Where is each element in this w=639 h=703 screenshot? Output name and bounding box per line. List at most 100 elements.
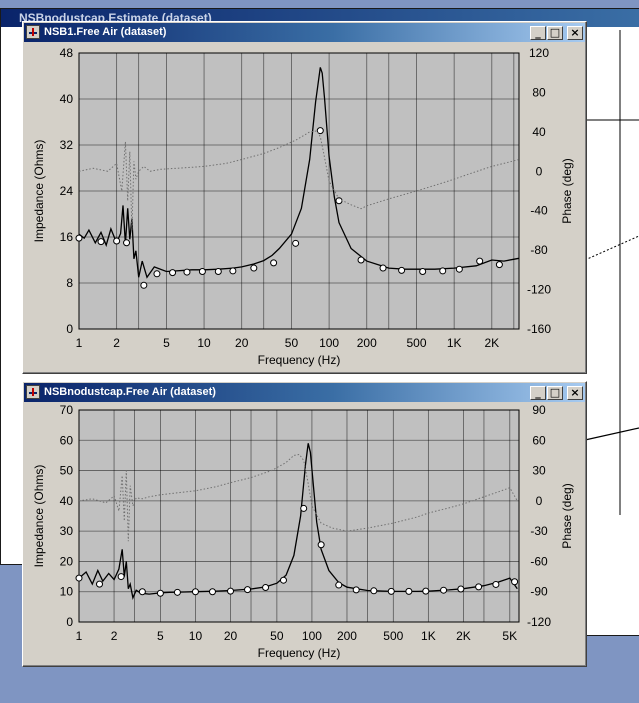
y-left-tick-label: 0 bbox=[66, 615, 73, 629]
data-marker bbox=[279, 576, 287, 584]
x-tick-label: 2K bbox=[456, 629, 471, 643]
close-button[interactable]: × bbox=[567, 26, 583, 40]
y-right-tick-label: -120 bbox=[527, 615, 551, 629]
data-marker bbox=[379, 264, 387, 272]
data-marker bbox=[292, 239, 300, 247]
y-left-tick-label: 50 bbox=[60, 464, 74, 478]
data-marker bbox=[173, 588, 181, 596]
data-marker bbox=[495, 261, 503, 269]
x-axis-label: Frequency (Hz) bbox=[258, 646, 341, 660]
y-left-tick-label: 0 bbox=[66, 322, 73, 336]
maximize-button[interactable]: □ bbox=[547, 26, 563, 40]
window-title: NSBnodustcap.Free Air (dataset) bbox=[44, 386, 216, 398]
x-axis-label: Frequency (Hz) bbox=[258, 353, 341, 367]
impedance-chart: 1 2 5 10 20 50 100 200 500 1K 2K 5K 0 10 20 30 40 50 60 70 -… bbox=[32, 403, 574, 660]
x-tick-label: 500 bbox=[406, 336, 426, 350]
data-marker bbox=[250, 264, 258, 272]
x-tick-label: 200 bbox=[337, 629, 357, 643]
x-tick-label: 2K bbox=[484, 336, 499, 350]
data-marker bbox=[140, 281, 148, 289]
y-left-tick-label: 16 bbox=[60, 230, 74, 244]
y-left-tick-label: 40 bbox=[60, 92, 74, 106]
impedance-curve bbox=[78, 443, 518, 600]
minimize-button[interactable]: _ bbox=[530, 386, 546, 400]
minimize-button[interactable]: _ bbox=[530, 26, 546, 40]
y-left-tick-label: 30 bbox=[60, 524, 74, 538]
y-right-tick-label: 90 bbox=[532, 403, 546, 417]
y-right-tick-label: -40 bbox=[530, 204, 548, 218]
plot-area bbox=[78, 409, 520, 623]
phase-curve bbox=[78, 453, 518, 542]
x-tick-label: 5 bbox=[157, 629, 164, 643]
data-marker bbox=[96, 580, 104, 588]
data-marker bbox=[138, 588, 146, 596]
data-marker bbox=[300, 504, 308, 512]
data-marker bbox=[191, 588, 199, 596]
y-left-tick-label: 40 bbox=[60, 494, 74, 508]
data-marker bbox=[357, 256, 365, 264]
data-marker bbox=[352, 586, 360, 594]
impedance-window-nsbnodustcap[interactable]: NSBnodustcap.Free Air (dataset) _ □ × 1 2… bbox=[22, 381, 587, 667]
data-marker bbox=[387, 587, 395, 595]
data-marker bbox=[227, 587, 235, 595]
phase-curve bbox=[78, 130, 520, 231]
y-right-tick-label: -80 bbox=[530, 243, 548, 257]
y-right-tick-label: 30 bbox=[532, 464, 546, 478]
x-tick-label: 50 bbox=[285, 336, 299, 350]
app-icon[interactable] bbox=[26, 25, 40, 39]
x-tick-label: 5K bbox=[502, 629, 517, 643]
x-tick-label: 50 bbox=[270, 629, 284, 643]
close-button[interactable]: × bbox=[567, 386, 583, 400]
data-marker bbox=[475, 583, 483, 591]
data-marker bbox=[208, 588, 216, 596]
data-marker bbox=[457, 585, 465, 593]
y-left-tick-label: 60 bbox=[60, 433, 74, 447]
data-marker bbox=[335, 581, 343, 589]
window-title: NSB1.Free Air (dataset) bbox=[44, 26, 167, 38]
data-marker bbox=[370, 587, 378, 595]
y-left-tick-label: 70 bbox=[60, 403, 74, 417]
data-marker bbox=[439, 267, 447, 275]
title-bar[interactable]: NSB1.Free Air (dataset) _ □ × bbox=[24, 23, 585, 42]
x-tick-label: 2 bbox=[111, 629, 118, 643]
data-marker bbox=[153, 270, 161, 278]
data-marker bbox=[229, 267, 237, 275]
data-marker bbox=[97, 238, 105, 246]
data-marker bbox=[75, 574, 83, 582]
data-marker bbox=[405, 587, 413, 595]
app-icon[interactable] bbox=[26, 385, 40, 399]
impedance-window-nsb1[interactable]: NSB1.Free Air (dataset) _ □ × 1 2 5 10 20 50 1… bbox=[22, 21, 587, 374]
x-tick-label: 100 bbox=[302, 629, 322, 643]
x-tick-label: 10 bbox=[189, 629, 203, 643]
data-marker bbox=[440, 586, 448, 594]
data-marker bbox=[262, 583, 270, 591]
maximize-button[interactable]: □ bbox=[547, 386, 563, 400]
y-right-tick-label: 60 bbox=[532, 433, 546, 447]
x-tick-label: 100 bbox=[319, 336, 339, 350]
data-marker bbox=[316, 127, 324, 135]
data-marker bbox=[317, 541, 325, 549]
x-tick-label: 5 bbox=[163, 336, 170, 350]
data-marker bbox=[123, 239, 131, 247]
y-left-tick-label: 8 bbox=[66, 276, 73, 290]
y-left-tick-label: 24 bbox=[60, 184, 74, 198]
y-right-tick-label: 40 bbox=[532, 125, 546, 139]
y-left-tick-label: 48 bbox=[60, 46, 74, 60]
y-right-tick-label: -60 bbox=[530, 554, 548, 568]
y-right-tick-label: 0 bbox=[536, 494, 543, 508]
title-bar[interactable]: NSBnodustcap.Free Air (dataset) _ □ × bbox=[24, 383, 585, 402]
data-marker bbox=[492, 580, 500, 588]
data-marker bbox=[198, 268, 206, 275]
y-right-tick-label: 80 bbox=[532, 85, 546, 99]
data-marker bbox=[476, 257, 484, 265]
x-tick-label: 1K bbox=[447, 336, 462, 350]
data-marker bbox=[419, 268, 427, 275]
x-tick-label: 1 bbox=[76, 629, 83, 643]
y-left-tick-label: 10 bbox=[60, 585, 74, 599]
y-right-tick-label: -160 bbox=[527, 322, 551, 336]
background-lower-window bbox=[585, 515, 639, 636]
y-right-tick-label: -30 bbox=[530, 524, 548, 538]
data-marker bbox=[270, 259, 278, 267]
y-left-axis-label: Impedance (Ohms) bbox=[32, 465, 46, 568]
